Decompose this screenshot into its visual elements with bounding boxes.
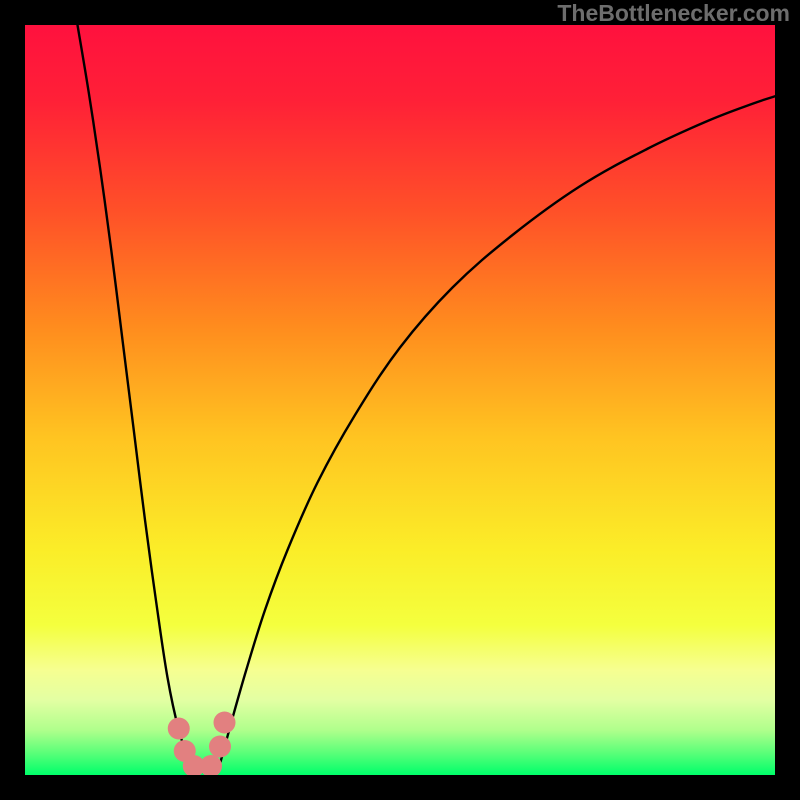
chart-svg	[25, 25, 775, 775]
valley-marker	[209, 736, 231, 758]
valley-marker	[214, 712, 236, 734]
chart-frame: TheBottlenecker.com	[0, 0, 800, 800]
gradient-background	[25, 25, 775, 775]
watermark-text: TheBottlenecker.com	[557, 0, 790, 27]
valley-marker	[168, 718, 190, 740]
plot-area	[25, 25, 775, 775]
